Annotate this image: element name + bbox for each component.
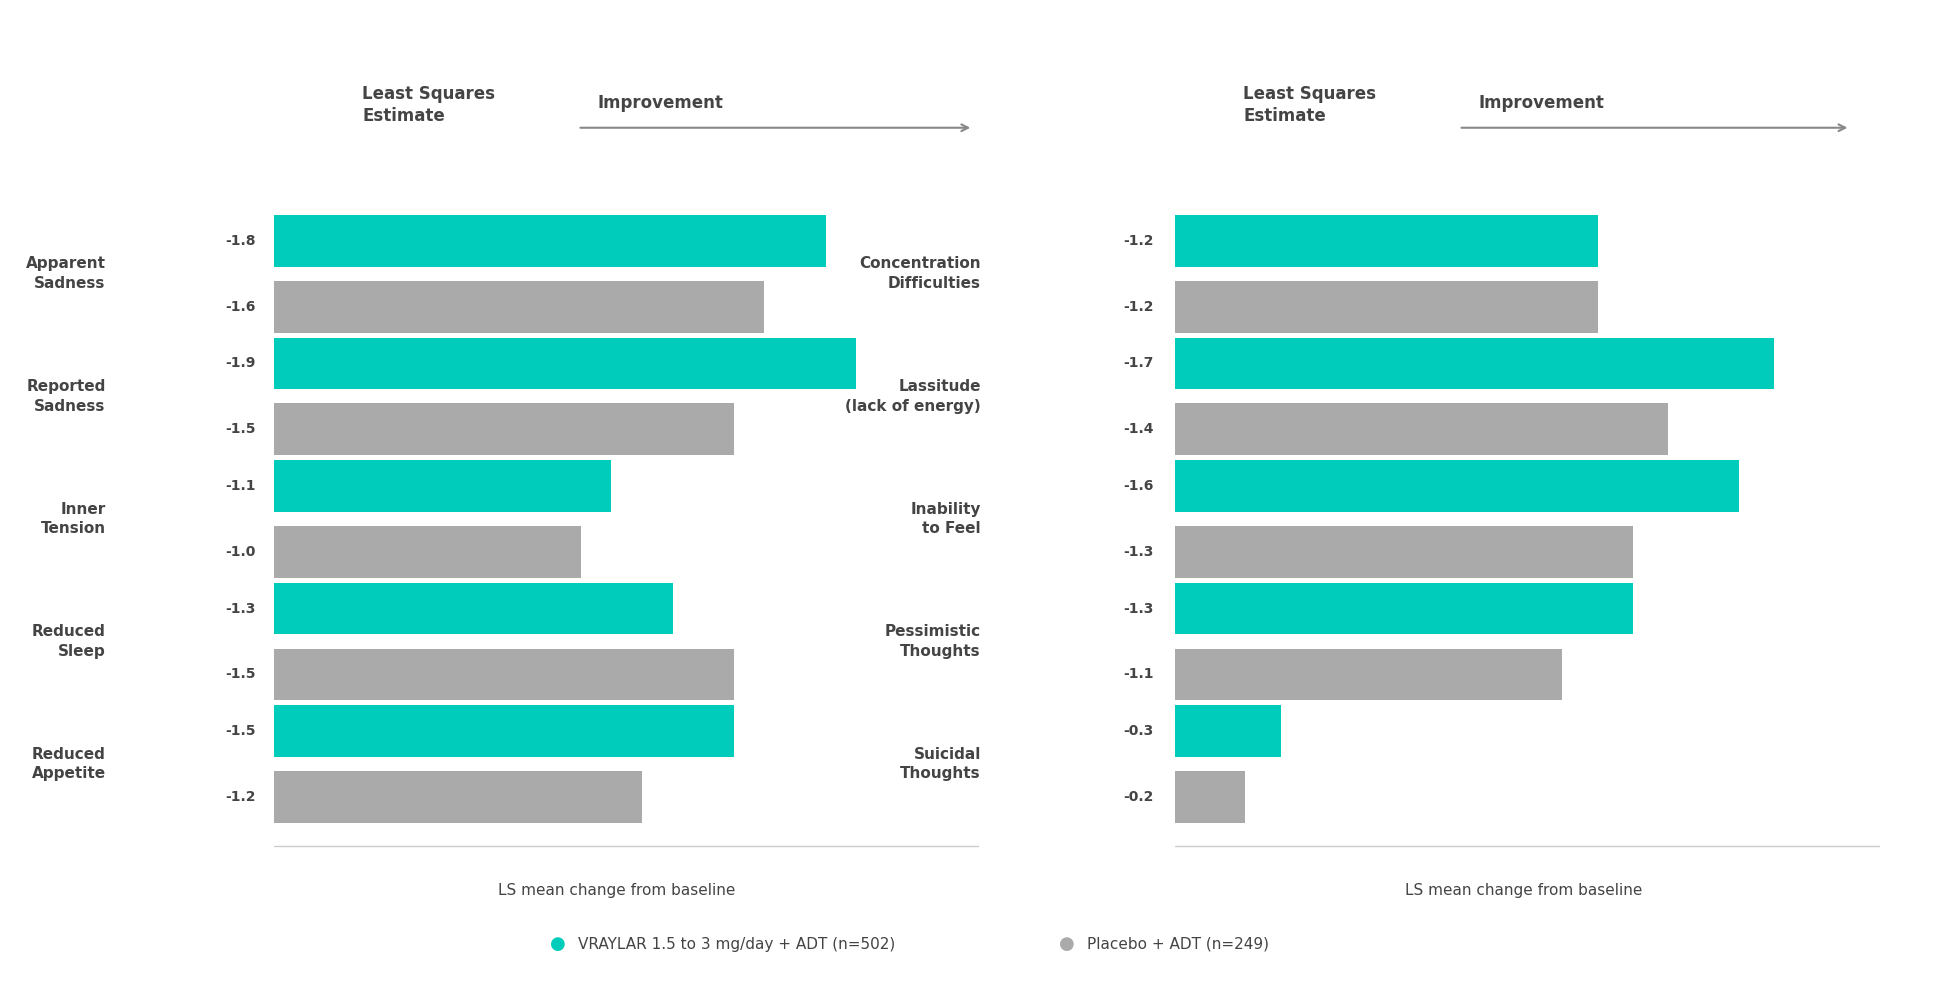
Text: Least Squares
Estimate: Least Squares Estimate [362, 85, 495, 125]
Bar [1174, 281, 1597, 332]
Text: Concentration
Difficulties: Concentration Difficulties [859, 256, 980, 291]
Text: -1.1: -1.1 [1123, 668, 1153, 682]
Text: -1.3: -1.3 [225, 602, 256, 616]
Text: Pessimistic
Thoughts: Pessimistic Thoughts [885, 624, 980, 659]
Bar [1174, 460, 1738, 512]
Text: Reported
Sadness: Reported Sadness [25, 379, 106, 414]
Text: ●: ● [550, 935, 566, 953]
Text: LS mean change from baseline: LS mean change from baseline [1403, 883, 1642, 898]
Text: -1.2: -1.2 [1123, 234, 1153, 248]
Bar [274, 403, 734, 455]
Text: -1.6: -1.6 [225, 299, 256, 314]
Text: Improvement: Improvement [1478, 94, 1603, 112]
Text: ●: ● [1059, 935, 1074, 953]
Bar [1174, 215, 1597, 266]
Bar [1174, 649, 1562, 701]
Text: -1.1: -1.1 [225, 479, 256, 493]
Text: Suicidal
Thoughts: Suicidal Thoughts [900, 747, 980, 781]
Text: -1.2: -1.2 [1123, 299, 1153, 314]
Bar [1174, 403, 1667, 455]
Bar [1174, 771, 1245, 823]
Text: -0.2: -0.2 [1123, 790, 1153, 804]
Bar [274, 281, 763, 332]
Text: Reduced
Appetite: Reduced Appetite [31, 747, 106, 781]
Bar [274, 583, 671, 635]
Bar [274, 337, 855, 389]
Text: Least Squares
Estimate: Least Squares Estimate [1243, 85, 1376, 125]
Text: Reduced
Sleep: Reduced Sleep [31, 624, 106, 659]
Bar [274, 215, 826, 266]
Text: -1.3: -1.3 [1123, 545, 1153, 559]
Text: Placebo + ADT (n=249): Placebo + ADT (n=249) [1086, 936, 1268, 952]
Text: Improvement: Improvement [597, 94, 722, 112]
Text: Inner
Tension: Inner Tension [41, 502, 106, 536]
Text: -1.0: -1.0 [225, 545, 256, 559]
Text: -0.3: -0.3 [1123, 724, 1153, 739]
Text: -1.2: -1.2 [225, 790, 256, 804]
Bar [274, 771, 642, 823]
Text: -1.5: -1.5 [225, 422, 256, 436]
Text: -1.5: -1.5 [225, 724, 256, 739]
Bar [274, 706, 734, 756]
Bar [1174, 337, 1773, 389]
Text: -1.3: -1.3 [1123, 602, 1153, 616]
Text: Lassitude
(lack of energy): Lassitude (lack of energy) [845, 379, 980, 414]
Bar [1174, 706, 1280, 756]
Text: -1.7: -1.7 [1123, 356, 1153, 370]
Text: Inability
to Feel: Inability to Feel [910, 502, 980, 536]
Text: VRAYLAR 1.5 to 3 mg/day + ADT (n=502): VRAYLAR 1.5 to 3 mg/day + ADT (n=502) [577, 936, 894, 952]
Bar [1174, 526, 1632, 578]
Bar [274, 460, 611, 512]
Text: Apparent
Sadness: Apparent Sadness [25, 256, 106, 291]
Bar [1174, 583, 1632, 635]
Text: -1.9: -1.9 [225, 356, 256, 370]
Bar [274, 649, 734, 701]
Text: -1.6: -1.6 [1123, 479, 1153, 493]
Bar [274, 526, 581, 578]
Text: -1.5: -1.5 [225, 668, 256, 682]
Text: LS mean change from baseline: LS mean change from baseline [497, 883, 736, 898]
Text: -1.4: -1.4 [1123, 422, 1153, 436]
Text: -1.8: -1.8 [225, 234, 256, 248]
